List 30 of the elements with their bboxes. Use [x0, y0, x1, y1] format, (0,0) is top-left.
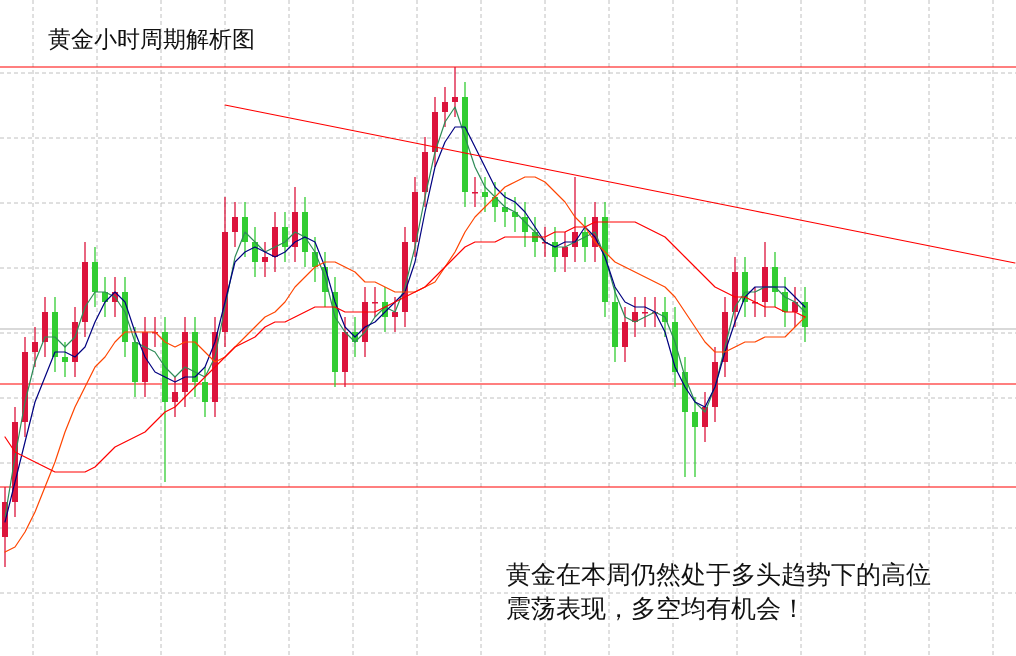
candlestick — [372, 286, 378, 318]
candlestick — [782, 276, 788, 328]
candlestick — [582, 216, 588, 263]
candlestick — [232, 201, 238, 248]
candlestick — [172, 376, 178, 418]
candlestick — [282, 211, 288, 263]
candlestick — [472, 176, 478, 208]
candlestick — [62, 341, 68, 378]
candlestick — [562, 231, 568, 273]
candlestick — [542, 226, 548, 258]
candlestick — [262, 241, 268, 278]
candlestick — [692, 396, 698, 478]
candlestick — [492, 181, 498, 223]
candlestick — [702, 391, 708, 443]
candlestick — [752, 286, 758, 318]
candlestick — [642, 296, 648, 328]
candlestick — [512, 196, 518, 233]
candlestick — [792, 286, 798, 328]
candlestick — [482, 176, 488, 213]
candlestick — [522, 201, 528, 248]
chart-title: 黄金小时周期解析图 — [48, 25, 255, 54]
candlestick — [632, 296, 638, 338]
candlestick — [202, 366, 208, 418]
candlestick — [252, 226, 258, 278]
candlestick — [452, 66, 458, 118]
candlestick — [392, 296, 398, 333]
candlestick — [502, 191, 508, 228]
annotation: 黄金在本周仍然处于多头趋势下的高位震荡表现，多空均有机会！ — [506, 559, 932, 625]
candlestick — [32, 326, 38, 368]
candlestick — [442, 86, 448, 128]
